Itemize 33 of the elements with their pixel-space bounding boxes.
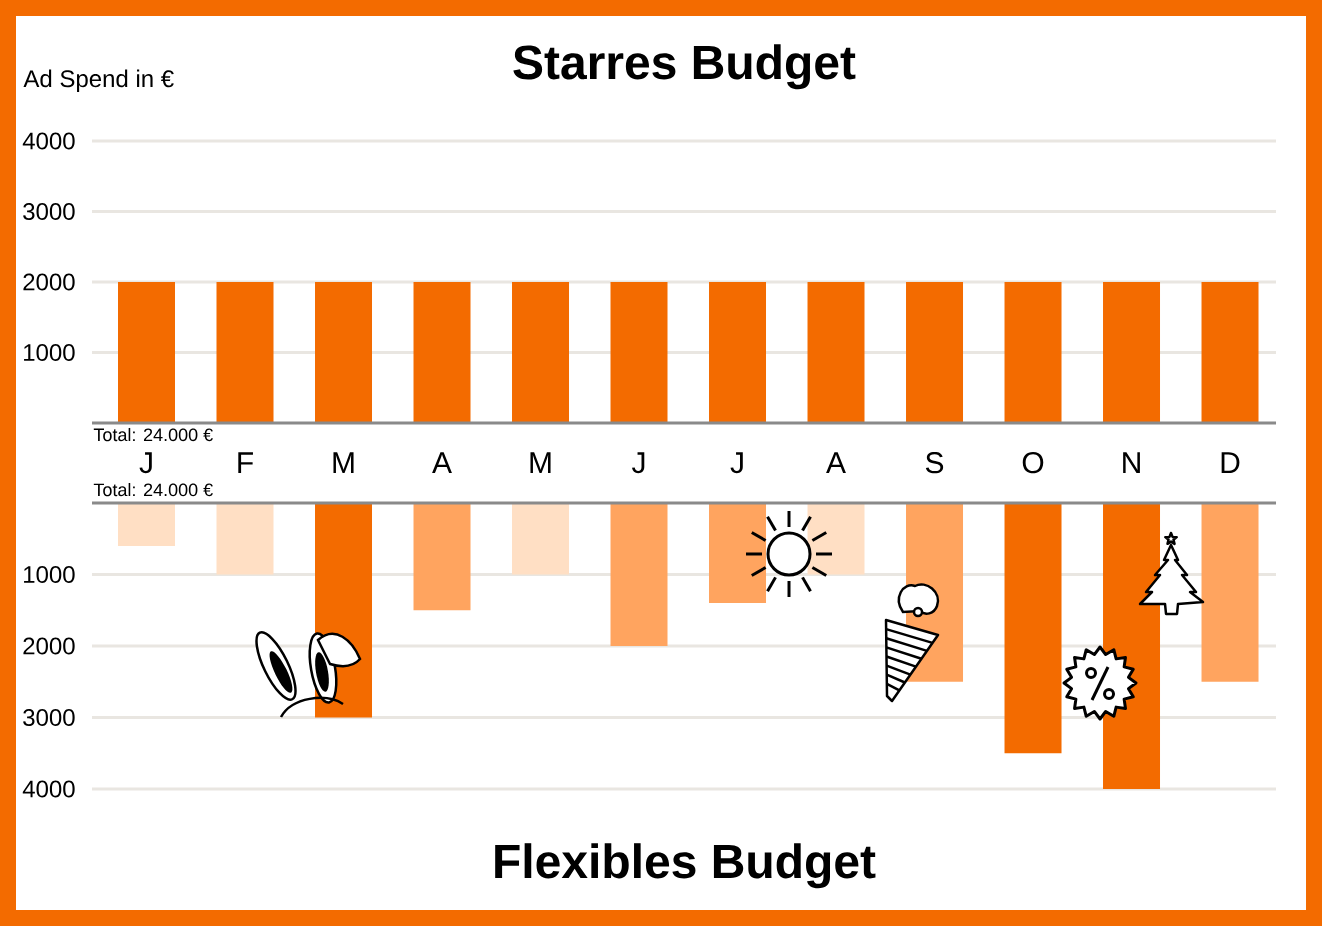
bar bbox=[1004, 503, 1062, 754]
x-tick-label: M bbox=[333, 452, 354, 473]
bar bbox=[709, 503, 767, 604]
x-tick-label: J bbox=[631, 452, 645, 474]
y-axis-title: Ad Spend in € bbox=[23, 69, 174, 92]
bar bbox=[1201, 503, 1259, 682]
y-tick-label: 4000 bbox=[22, 780, 75, 798]
y-tick-label: 2000 bbox=[23, 637, 75, 655]
x-tick-label: D bbox=[1221, 452, 1240, 473]
x-tick-label: J bbox=[730, 452, 743, 474]
text: Flexibles Budget bbox=[495, 843, 876, 889]
bar bbox=[512, 503, 570, 575]
x-tick-label: S bbox=[925, 452, 944, 474]
x-tick-label: N bbox=[1123, 452, 1140, 473]
y-tick-label: 1000 bbox=[24, 566, 75, 584]
x-tick-label: J bbox=[139, 452, 152, 474]
y-tick-label: 1000 bbox=[24, 344, 75, 362]
text: Total: 24.000 € bbox=[93, 427, 213, 442]
chart-title: Starres Budget bbox=[513, 44, 856, 90]
y-tick-label: 3000 bbox=[23, 709, 75, 727]
text: Total: 24.000 € bbox=[93, 482, 213, 497]
y-tick-label: 2000 bbox=[23, 273, 75, 291]
bar bbox=[413, 503, 471, 611]
y-tick-label: 3000 bbox=[23, 203, 75, 221]
x-tick-label: O bbox=[1022, 452, 1044, 474]
x-tick-label: M bbox=[530, 452, 551, 473]
y-tick-label: 4000 bbox=[22, 132, 75, 150]
x-tick-label: A bbox=[432, 452, 452, 473]
x-tick-label: A bbox=[826, 452, 846, 473]
bar bbox=[118, 503, 175, 546]
bar bbox=[610, 503, 668, 646]
x-tick-label: F bbox=[238, 452, 253, 473]
bar bbox=[216, 503, 274, 575]
